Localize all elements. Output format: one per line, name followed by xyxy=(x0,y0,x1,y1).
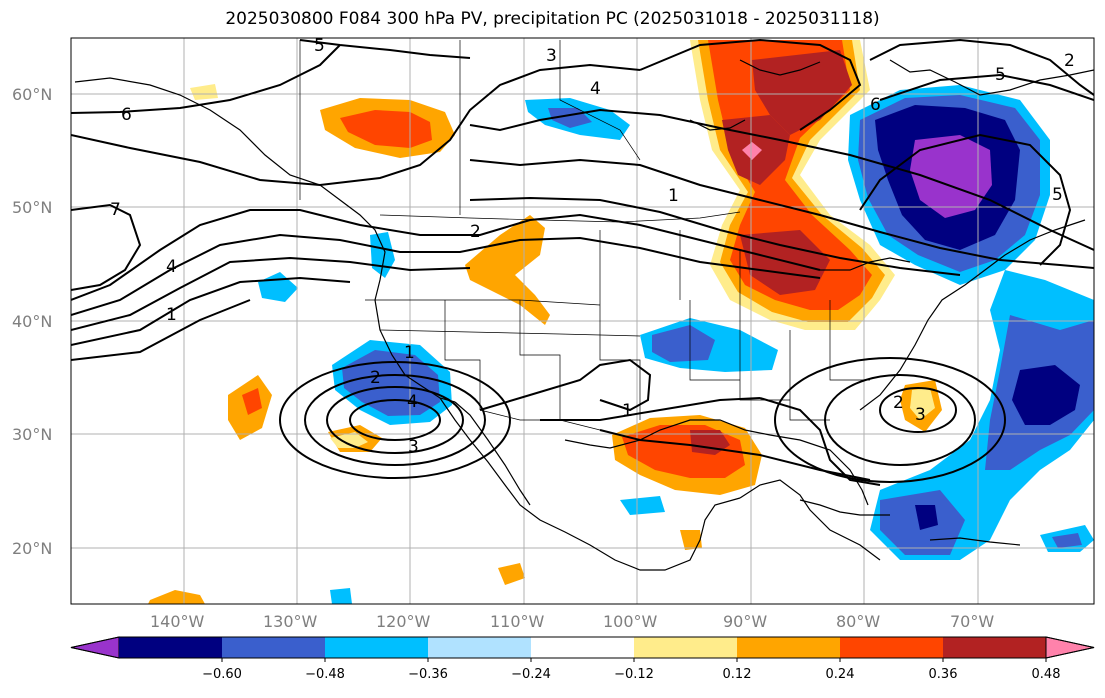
lon-label-120w: 120°W xyxy=(376,612,431,631)
pv-contours xyxy=(71,38,1094,486)
longitude-labels: 140°W 130°W 120°W 110°W 100°W 90°W 80°W … xyxy=(150,612,994,631)
lon-label-90w: 90°W xyxy=(723,612,767,631)
plot-frame xyxy=(70,37,1095,605)
lat-label-50n: 50°N xyxy=(12,198,52,217)
colorbar-segment xyxy=(840,637,944,658)
chart-title: 2025030800 F084 300 hPa PV, precipitatio… xyxy=(225,9,880,29)
colorbar-tick-label: −0.24 xyxy=(511,667,551,682)
contour-label: 3 xyxy=(546,46,557,66)
lat-label-40n: 40°N xyxy=(12,312,52,331)
contour-label: 1 xyxy=(668,186,679,206)
latitude-labels: 60°N 50°N 40°N 30°N 20°N xyxy=(12,85,52,558)
lon-label-80w: 80°W xyxy=(836,612,880,631)
colorbar-tick-label: −0.60 xyxy=(202,667,242,682)
contour-label: 4 xyxy=(407,392,418,412)
contour-label: 1 xyxy=(622,401,633,421)
lon-label-70w: 70°W xyxy=(950,612,994,631)
lat-label-30n: 30°N xyxy=(12,425,52,444)
contour-label: 5 xyxy=(1052,185,1063,205)
contour-label: 4 xyxy=(166,257,177,277)
colorbar-segment xyxy=(737,637,841,658)
rockies-features xyxy=(465,98,942,432)
colorbar-frame xyxy=(70,636,1095,659)
colorbar-tick-label: 0.24 xyxy=(826,667,855,682)
colorbar-tick-label: 0.12 xyxy=(723,667,752,682)
colorbar-tick-label: −0.36 xyxy=(408,667,448,682)
contour-label: 2 xyxy=(893,393,904,413)
colorbar-tick-label: 0.36 xyxy=(929,667,958,682)
political-borders xyxy=(299,40,870,431)
colorbar-tick-label: −0.48 xyxy=(305,667,345,682)
lon-label-130w: 130°W xyxy=(263,612,318,631)
colorbar-segment xyxy=(531,637,635,658)
contour-label: 1 xyxy=(166,305,177,325)
contour-label: 4 xyxy=(590,79,601,99)
colorbar-segment xyxy=(943,637,1047,658)
negative-center-quebec xyxy=(848,85,1050,285)
lat-label-20n: 20°N xyxy=(12,539,52,558)
lon-label-140w: 140°W xyxy=(150,612,205,631)
colorbar-segment xyxy=(428,637,532,658)
colorbar-segment xyxy=(325,637,429,658)
contour-label: 7 xyxy=(110,200,121,220)
colorbar-extend-high xyxy=(1045,636,1095,659)
colorbar-segment xyxy=(119,637,223,658)
colorbar-segment xyxy=(222,637,326,658)
lat-label-60n: 60°N xyxy=(12,85,52,104)
colorbar-extend-low xyxy=(70,636,120,659)
contour-label: 2 xyxy=(1064,51,1075,71)
colorbar: −0.60 −0.48 −0.36 −0.24 −0.12 0.12 0.24 0.36 0.4… xyxy=(70,636,1095,682)
contour-label: 3 xyxy=(408,437,419,457)
negative-band-atlantic xyxy=(870,270,1094,560)
contour-label: 1 xyxy=(404,343,415,363)
contour-label: 5 xyxy=(314,36,325,56)
lon-label-110w: 110°W xyxy=(490,612,545,631)
graticule xyxy=(71,38,1094,604)
contour-label: 3 xyxy=(915,405,926,425)
lon-label-100w: 100°W xyxy=(603,612,658,631)
colorbar-tick-label: 0.48 xyxy=(1032,667,1061,682)
contour-label: 2 xyxy=(370,368,381,388)
contour-label: 6 xyxy=(121,105,132,125)
negative-southern-plains xyxy=(640,318,778,372)
contour-label: 2 xyxy=(470,222,481,242)
colorbar-segment xyxy=(634,637,738,658)
contour-label: 5 xyxy=(995,65,1006,85)
contour-label: 6 xyxy=(870,95,881,115)
contour-labels: 5 3 4 6 7 4 1 2 1 2 4 3 1 2 3 1 6 5 2 5 xyxy=(110,36,1075,457)
colorbar-tick-label: −0.12 xyxy=(614,667,654,682)
